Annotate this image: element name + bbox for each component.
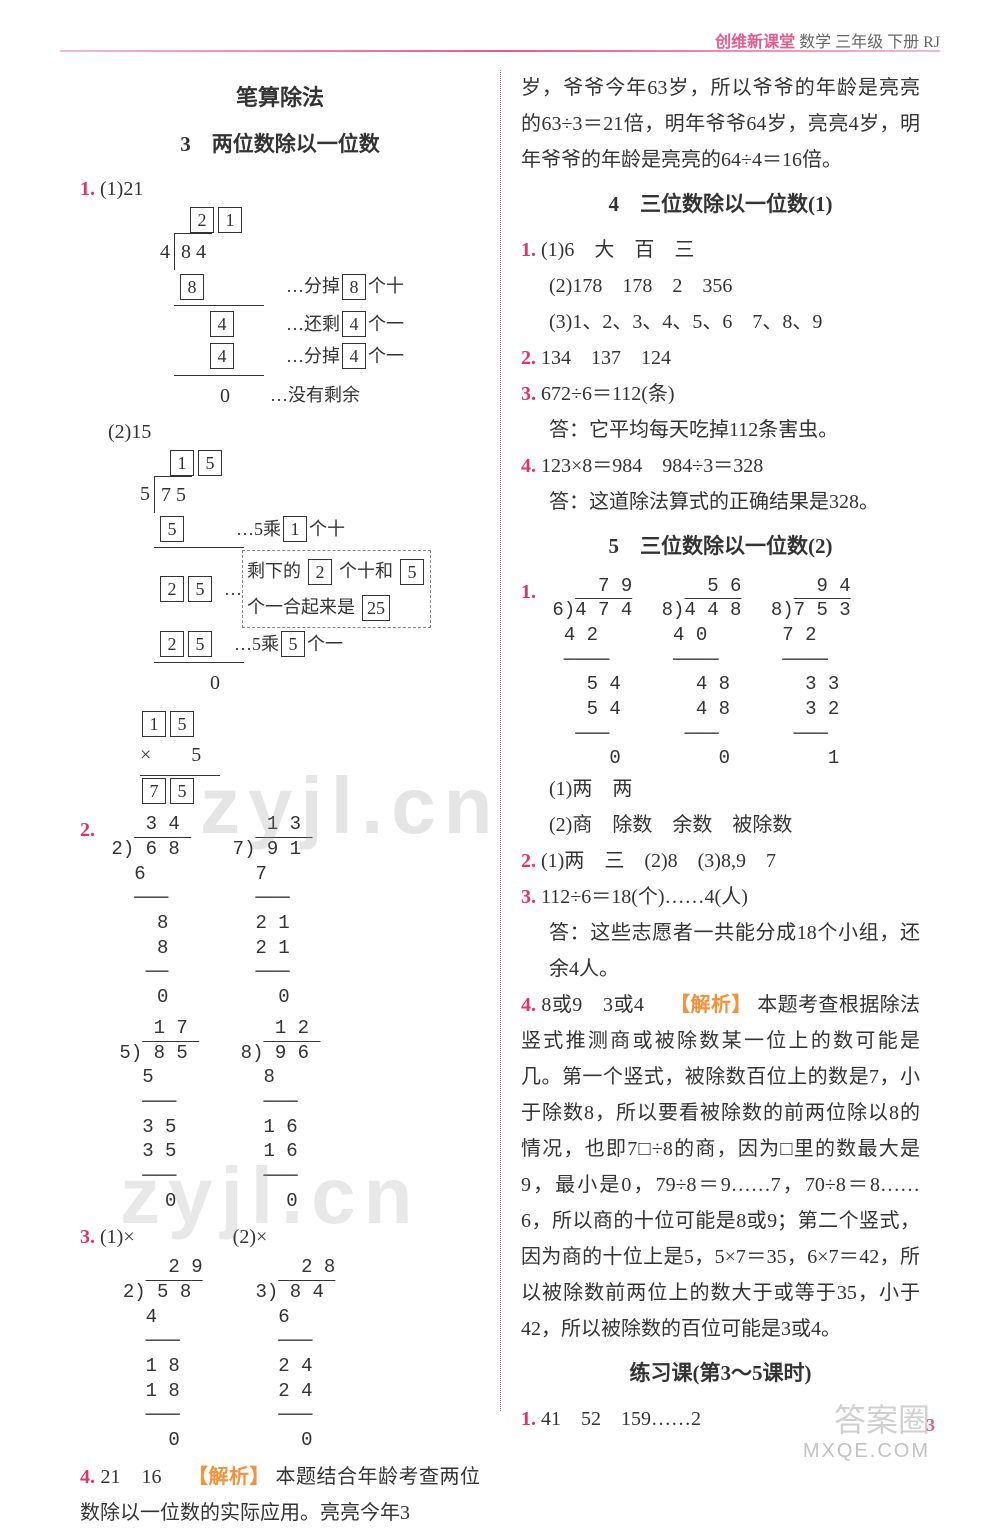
q1-mult: 1 5 × 5 7 5 — [140, 711, 480, 804]
q2-num: 2. — [80, 819, 95, 841]
page-header: 创维新课堂 数学 三年级 下册 RJ — [715, 28, 940, 52]
q1-num: 1. — [80, 178, 95, 200]
sec5-q2: 2. (1)两 三 (2)8 (3)8,9 7 — [521, 843, 920, 879]
q2-div-1: 1 3 7) 9 1 7 ─── 2 1 2 1 ─── 0 — [221, 812, 312, 1010]
q4-ans: 21 16 — [101, 1466, 183, 1488]
q1-part1-label: (1)21 — [100, 178, 143, 200]
sec5-q1: 1. 7 9 6)4 7 4 4 2 ──── 5 4 5 4 ─── 0 5 … — [521, 574, 920, 844]
left-column: 笔算除法 3 两位数除以一位数 1. (1)21 2 1 4 8 4 8 — [70, 70, 500, 1411]
q1-ld1: 2 1 4 8 4 8 …分掉 8 个十 4 … — [160, 207, 480, 413]
q1-part2-label: (2)15 — [108, 414, 480, 450]
q1-ld2: 1 5 5 7 5 5 …5乘 1 个十 2 5 — [140, 450, 480, 702]
sec5-q4: 4. 8或9 3或4 【解析】 本题考查根据除法竖式推测商或被除数某一位上的数可… — [521, 987, 920, 1347]
sec4-q1: 1. (1)6 大 百 三 (2)178 178 2 356 (3)1、2、3、… — [521, 232, 920, 340]
sec4-q3: 3. 672÷6＝112(条) 答：它平均每天吃掉112条害虫。 — [521, 376, 920, 448]
sec5-div-0: 7 9 6)4 7 4 4 2 ──── 5 4 5 4 ─── 0 — [541, 574, 632, 772]
q3-part-1: (2)× 2 8 3) 8 4 6 ─── 2 4 2 4 ─── 0 — [233, 1219, 336, 1453]
q2-div-3: 1 2 8) 9 6 8 ─── 1 6 1 6 ─── 0 — [229, 1016, 320, 1214]
q3-num: 3. — [80, 1226, 95, 1248]
q4-continuation: 岁，爷爷今年63岁，所以爷爷的年龄是亮亮的63÷3＝21倍，明年爷爷64岁，亮亮… — [521, 70, 920, 178]
q2-div-2: 1 7 5) 8 5 5 ─── 3 5 3 5 ─── 0 — [108, 1016, 199, 1214]
q4-tag: 【解析】 — [188, 1466, 270, 1488]
sec5-title: 5 三位数除以一位数(2) — [521, 528, 920, 566]
main-title: 笔算除法 — [80, 78, 480, 118]
sec4-q4: 4. 123×8＝984 984÷3＝328 答：这道除法算式的正确结果是328… — [521, 448, 920, 520]
q2: 2. 3 4 2) 6 8 6 ─── 8 8 ── 0 1 3 7) 9 1 … — [80, 812, 480, 1213]
sub-title-3: 3 两位数除以一位数 — [80, 126, 480, 164]
practice-title: 练习课(第3～5课时) — [521, 1355, 920, 1393]
watermark-3: 答案圈 — [834, 1395, 930, 1441]
q2-div-0: 3 4 2) 6 8 6 ─── 8 8 ── 0 — [100, 812, 191, 1010]
page-content: 笔算除法 3 两位数除以一位数 1. (1)21 2 1 4 8 4 8 — [70, 70, 930, 1411]
sec5-div-1: 5 6 8)4 4 8 4 0 ──── 4 8 4 8 ─── 0 — [650, 574, 741, 772]
sec4-title: 4 三位数除以一位数(1) — [521, 186, 920, 224]
page-number: 3 — [926, 1415, 935, 1436]
q1-ld2-dashbox: 剩下的 2 个十和 5 个一合起来是 25 — [242, 550, 431, 628]
q3-part-0: (1)× 2 9 2) 5 8 4 ─── 1 8 1 8 ─── 0 — [100, 1219, 203, 1453]
q4: 4. 21 16 【解析】 本题结合年龄考查两位数除以一位数的实际应用。亮亮今年… — [80, 1459, 480, 1531]
q4-num: 4. — [80, 1466, 95, 1488]
watermark-4: MXQE.COM — [803, 1440, 930, 1463]
header-subject: 数学 三年级 下册 RJ — [799, 34, 940, 51]
sec5-q3: 3. 112÷6＝18(个)……4(人) 答：这些志愿者一共能分成18个小组，还… — [521, 879, 920, 987]
q1: 1. (1)21 2 1 4 8 4 8 …分掉 8 个十 — [80, 171, 480, 804]
header-divider — [60, 50, 940, 52]
sec4-q2: 2. 134 137 124 — [521, 340, 920, 376]
header-brand: 创维新课堂 — [715, 34, 795, 51]
q3: 3. (1)× 2 9 2) 5 8 4 ─── 1 8 1 8 ─── 0 (… — [80, 1219, 480, 1453]
right-column: 岁，爷爷今年63岁，所以爷爷的年龄是亮亮的63÷3＝21倍，明年爷爷64岁，亮亮… — [500, 70, 930, 1411]
sec5-div-2: 9 4 8)7 5 3 7 2 ──── 3 3 3 2 ─── 1 — [759, 574, 850, 772]
